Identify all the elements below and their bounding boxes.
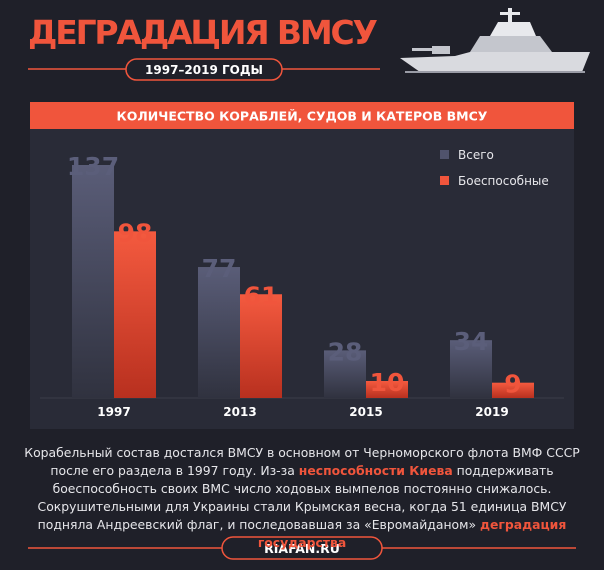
value-label: 34 (454, 327, 489, 356)
legend-label: Всего (458, 148, 494, 162)
subtitle: 1997–2019 ГОДЫ (145, 63, 263, 77)
bar (492, 382, 534, 398)
bar (114, 231, 156, 398)
bar (240, 294, 282, 398)
value-label: 98 (118, 218, 153, 247)
bar (72, 165, 114, 398)
x-tick-label: 1997 (97, 405, 130, 419)
footer: RIAFAN.RU (264, 541, 340, 556)
x-tick-label: 2019 (475, 405, 508, 419)
title: ДЕГРАДАЦИЯ ВМСУ (28, 13, 378, 52)
legend-swatch (440, 150, 449, 159)
value-label: 10 (370, 368, 405, 397)
x-tick-label: 2013 (223, 405, 256, 419)
value-label: 77 (202, 254, 237, 283)
bar (450, 340, 492, 398)
chart-title: КОЛИЧЕСТВО КОРАБЛЕЙ, СУДОВ И КАТЕРОВ ВМС… (117, 109, 488, 124)
value-label: 137 (67, 152, 119, 181)
text-segment: Корабельный состав достался ВМСУ в основ… (24, 445, 580, 478)
subtitle-pill (125, 58, 283, 81)
value-label: 28 (328, 337, 363, 366)
x-tick-label: 2015 (349, 405, 382, 419)
legend-label: Боеспособные (458, 174, 549, 188)
legend-swatch (440, 176, 449, 185)
bar (198, 267, 240, 398)
chart-title-banner (30, 102, 574, 129)
description: Корабельный состав достался ВМСУ в основ… (22, 444, 582, 552)
highlight-text: деградация государства (257, 517, 567, 550)
value-label: 61 (244, 281, 279, 310)
text-segment: поддерживать боеспособность своих ВМС чи… (37, 463, 567, 532)
ship-illustration (400, 8, 590, 73)
value-label: 9 (504, 370, 521, 399)
bar (366, 380, 408, 398)
footer-pill (221, 536, 383, 560)
highlight-text: неспособности Киева (298, 463, 453, 478)
bar (324, 350, 366, 398)
